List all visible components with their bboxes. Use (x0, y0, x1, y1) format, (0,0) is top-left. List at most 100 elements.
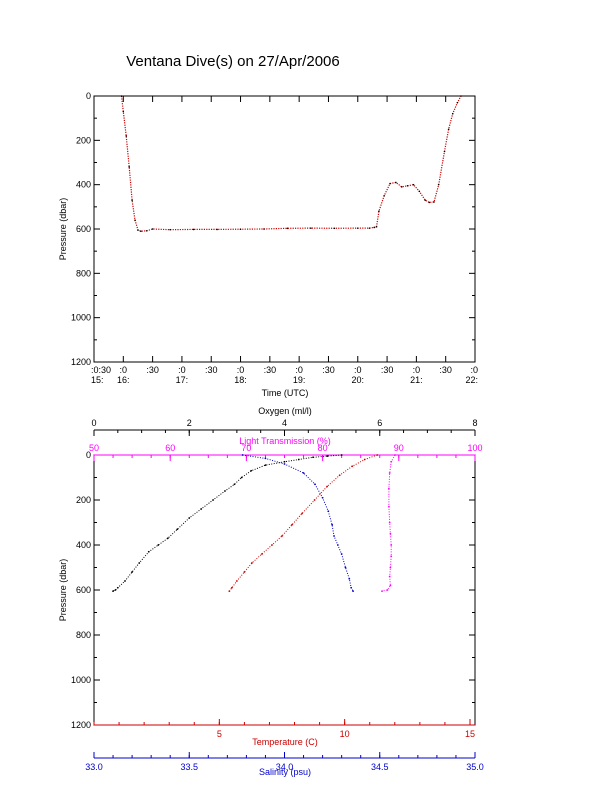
oxygen-axis-label: Oxygen (ml/l) (258, 406, 312, 416)
depth-point (406, 184, 409, 187)
x-tick-label: :30 (146, 365, 159, 375)
temperature-axis-label: Temperature (C) (252, 737, 318, 747)
y-tick-label: 200 (76, 495, 91, 505)
oxygen-point (224, 490, 226, 492)
temperature-profile-line (229, 454, 378, 592)
figure-title: Ventana Dive(s) on 27/Apr/2006 (126, 53, 339, 70)
x-tick-sublabel: 19: (293, 375, 306, 385)
temperature-point (301, 512, 303, 515)
temperature-point (261, 553, 263, 555)
oxygen-point (233, 483, 236, 486)
x-tick-label: :30 (322, 365, 335, 375)
depth-point (134, 219, 136, 221)
oxygen-tick-label: 0 (91, 418, 96, 428)
y-tick-label: 1000 (71, 313, 91, 323)
light-transmission-axis-label: Light Transmission (%) (239, 436, 331, 446)
depth-point (216, 228, 218, 231)
depth-point (137, 229, 139, 231)
depth-point (310, 227, 312, 229)
x-tick-label: :0 (354, 365, 362, 375)
depth-point (122, 110, 125, 113)
y-tick-label: 0 (86, 450, 91, 460)
temperature-point (228, 590, 231, 593)
x-tick-sublabel: 17: (176, 375, 189, 385)
depth-point (433, 201, 435, 203)
depth-point (383, 194, 385, 197)
depth-point (412, 183, 415, 186)
salinity-tick-label: 34.0 (276, 762, 294, 772)
oxygen-point (166, 537, 169, 540)
oxygen-point (312, 456, 314, 459)
oxygen-point (240, 476, 243, 479)
salinity-point (283, 463, 286, 465)
salinity-point (327, 510, 330, 513)
x-tick-label: :0 (470, 365, 478, 375)
depth-point (378, 210, 380, 213)
depth-point (151, 228, 154, 230)
temperature-point (230, 586, 233, 589)
depth-point (456, 101, 459, 104)
depth-point (286, 227, 289, 230)
temperature-point (281, 535, 283, 537)
depth-point (192, 228, 195, 231)
y-tick-label: 1000 (71, 675, 91, 685)
profile-plot-frame (93, 454, 476, 726)
y-tick-label: 400 (76, 180, 91, 190)
oxygen-point (297, 458, 300, 461)
oxygen-point (200, 508, 203, 510)
pressure-time-y-axis: 0 200 400 600 800 1000 1200 (71, 91, 475, 367)
y-tick-label: 800 (76, 268, 91, 278)
light-transmission-axis: 50 60 70 80 90 100 (89, 443, 483, 461)
x-tick-label: :0 (178, 365, 186, 375)
depth-point (356, 227, 359, 229)
temperature-tick-label: 5 (217, 729, 222, 739)
transmission-point (388, 472, 391, 474)
y-tick-label: 400 (76, 540, 91, 550)
salinity-point (350, 586, 353, 589)
depth-point (145, 229, 148, 232)
salinity-point (336, 544, 339, 546)
transmission-tick-label: 100 (467, 443, 482, 453)
time-x-label: Time (UTC) (262, 388, 309, 398)
depth-point (169, 228, 171, 231)
x-tick-sublabel: 22: (465, 375, 478, 385)
x-tick-sublabel: 20: (352, 375, 365, 385)
transmission-point (381, 590, 383, 593)
transmission-tick-label: 60 (165, 443, 175, 453)
temperature-point (271, 544, 273, 546)
temperature-point (338, 474, 341, 477)
salinity-tick-label: 33.5 (180, 762, 198, 772)
oxygen-point (131, 571, 134, 573)
x-tick-label: :0 (237, 365, 245, 375)
oxygen-axis: 0 2 4 6 8 (91, 418, 478, 436)
depth-point (447, 128, 450, 131)
salinity-point (333, 535, 335, 537)
oxygen-point (116, 586, 119, 589)
oxygen-point (326, 455, 329, 458)
pressure-time-y-label: Pressure (dbar) (58, 198, 68, 261)
x-tick-label: :30 (439, 365, 452, 375)
transmission-tick-label: 70 (241, 443, 251, 453)
oxygen-tick-label: 8 (472, 418, 477, 428)
depth-point (395, 181, 397, 184)
transmission-profile-line (381, 454, 396, 592)
transmission-point (386, 589, 389, 591)
x-tick-label: :0:30 (91, 365, 111, 375)
x-tick-label: :0 (413, 365, 421, 375)
temperature-point (376, 454, 379, 456)
depth-point (239, 228, 242, 231)
transmission-tick-label: 90 (394, 443, 404, 453)
transmission-point (390, 460, 393, 463)
depth-point (389, 182, 391, 185)
oxygen-point (212, 499, 214, 501)
depth-point (428, 201, 431, 204)
transmission-point (389, 584, 392, 587)
transmission-point (388, 575, 391, 578)
oxygen-tick-label: 6 (377, 418, 382, 428)
oxygen-tick-label: 4 (282, 418, 287, 428)
time-x-axis: :0:3015::016::30:017::30:018::30:019::30… (91, 96, 478, 385)
salinity-point (340, 553, 343, 555)
salinity-point (241, 454, 244, 456)
profile-y-label: Pressure (dbar) (58, 559, 68, 622)
